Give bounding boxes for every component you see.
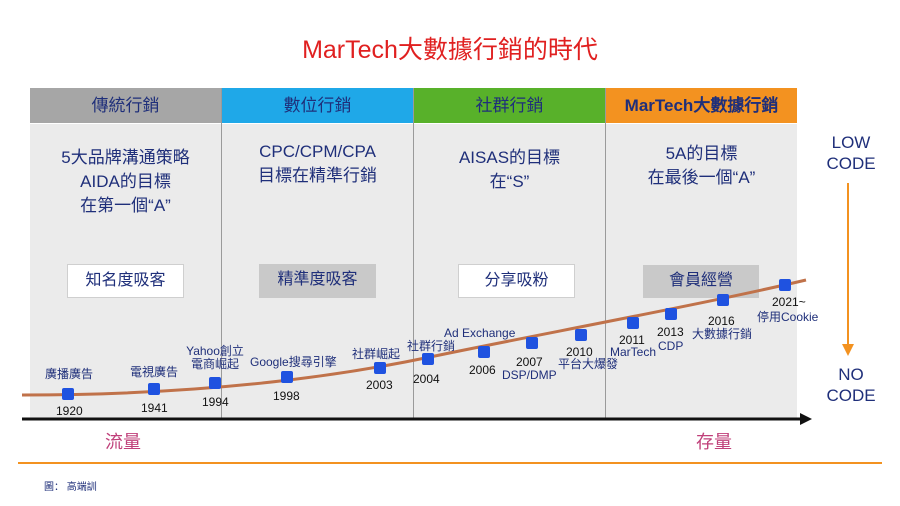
low-code-line: LOW <box>831 133 871 152</box>
desc-line: 5A的目標 <box>665 144 738 163</box>
milestone-year: 1994 <box>202 395 229 409</box>
milestone-year: 2004 <box>413 372 440 386</box>
column-divider <box>413 88 414 418</box>
desc-line: 在第一個“A” <box>80 196 171 215</box>
milestone-marker <box>209 377 221 389</box>
desc-line: 在最後一個“A” <box>647 168 756 187</box>
header-digital: 數位行銷 <box>222 88 413 123</box>
desc-line: AISAS的目標 <box>458 148 561 167</box>
desc-martech: 5A的目標 在最後一個“A” <box>606 142 797 190</box>
milestone-marker <box>575 329 587 341</box>
milestone-label: Google搜尋引擎 <box>250 355 337 369</box>
milestone-year: 2016 <box>708 314 735 328</box>
milestone-marker <box>526 337 538 349</box>
milestone-label: 電視廣告 <box>130 365 179 379</box>
milestone-marker <box>281 371 293 383</box>
milestone-year: 2003 <box>366 378 393 392</box>
desc-social: AISAS的目標 在“S” <box>414 146 605 194</box>
milestone-year: 2011 <box>619 333 645 347</box>
milestone-label: CDP <box>658 339 684 353</box>
milestone-label: 大數據行銷 <box>692 327 753 341</box>
low-code-label: LOW CODE <box>816 132 886 174</box>
code-arrow-head <box>842 344 854 356</box>
milestone-label: 停用Cookie <box>757 310 819 324</box>
no-code-line: NO <box>838 365 864 384</box>
milestone-label: 廣播廣告 <box>45 367 94 381</box>
desc-traditional: 5大品牌溝通策略 AIDA的目標 在第一個“A” <box>30 146 221 218</box>
milestone-marker <box>717 294 729 306</box>
milestone-year: 2013 <box>657 325 684 339</box>
axis-label-stock: 存量 <box>696 432 732 452</box>
milestone-year: 1998 <box>273 389 300 403</box>
header-traditional: 傳統行銷 <box>30 88 221 123</box>
milestone-label: 社群行銷 <box>407 339 456 353</box>
milestone-label: DSP/DMP <box>502 368 557 382</box>
milestone-year: 2007 <box>516 355 543 369</box>
box-precision: 精準度吸客 <box>259 264 376 298</box>
milestone-label: Yahoo創立 電商崛起 <box>184 345 246 371</box>
milestone-marker <box>62 388 74 400</box>
milestone-year: 2010 <box>566 345 593 359</box>
axis-label-flow: 流量 <box>105 432 141 452</box>
time-axis-arrowhead <box>800 413 812 425</box>
page-title: MarTech大數據行銷的時代 <box>302 36 598 64</box>
milestone-label: Ad Exchange <box>444 326 516 340</box>
column-divider <box>605 88 606 418</box>
header-social: 社群行銷 <box>414 88 605 123</box>
milestone-year: 2021~ <box>772 295 806 309</box>
milestone-marker <box>478 346 490 358</box>
milestone-label: 平台大爆發 <box>558 357 619 371</box>
no-code-line: CODE <box>826 386 876 405</box>
milestone-label-line: Yahoo創立 <box>186 344 244 358</box>
milestone-marker <box>422 353 434 365</box>
milestone-label: MarTech <box>610 345 657 359</box>
header-martech: MarTech大數據行銷 <box>606 88 797 123</box>
box-awareness: 知名度吸客 <box>67 264 184 298</box>
milestone-label: 社群崛起 <box>352 347 401 361</box>
box-membership: 會員經營 <box>643 265 759 298</box>
desc-line: CPC/CPM/CPA <box>259 142 376 161</box>
milestone-year: 1941 <box>141 401 168 415</box>
low-code-line: CODE <box>826 154 876 173</box>
box-sharing: 分享吸粉 <box>458 264 575 298</box>
desc-line: 5大品牌溝通策略 <box>61 148 190 167</box>
milestone-marker <box>779 279 791 291</box>
milestone-year: 2006 <box>469 363 496 377</box>
milestone-label-line: 電商崛起 <box>190 357 239 371</box>
desc-digital: CPC/CPM/CPA 目標在精準行銷 <box>222 140 413 188</box>
milestone-marker <box>374 362 386 374</box>
column-divider <box>221 88 222 418</box>
figure-credit: 圖： 高端訓 <box>44 482 97 493</box>
milestone-marker <box>148 383 160 395</box>
milestone-marker <box>665 308 677 320</box>
desc-line: 在“S” <box>489 172 530 191</box>
desc-line: AIDA的目標 <box>80 172 171 191</box>
desc-line: 目標在精準行銷 <box>258 166 377 185</box>
no-code-label: NO CODE <box>816 364 886 406</box>
milestone-marker <box>627 317 639 329</box>
milestone-year: 1920 <box>56 404 83 418</box>
